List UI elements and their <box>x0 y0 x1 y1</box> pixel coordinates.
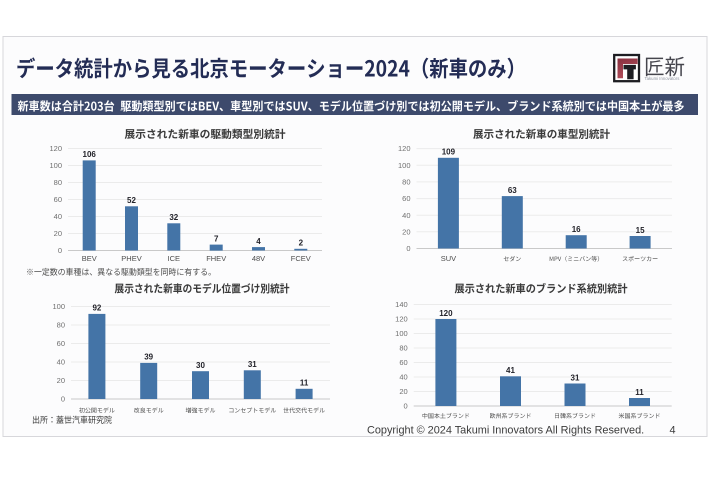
svg-text:SUV: SUV <box>441 254 456 263</box>
svg-text:20: 20 <box>57 376 65 385</box>
svg-text:109: 109 <box>442 148 456 157</box>
svg-text:120: 120 <box>398 144 411 153</box>
svg-text:FHEV: FHEV <box>206 254 226 263</box>
svg-text:100: 100 <box>395 329 408 338</box>
svg-text:Takumi Innovators: Takumi Innovators <box>645 76 680 81</box>
svg-text:31: 31 <box>248 360 257 369</box>
svg-text:4: 4 <box>670 425 676 437</box>
svg-text:40: 40 <box>399 373 407 382</box>
svg-text:60: 60 <box>402 194 410 203</box>
svg-text:40: 40 <box>402 211 410 220</box>
svg-text:31: 31 <box>571 373 580 382</box>
svg-text:Copyright © 2024 Takumi Innova: Copyright © 2024 Takumi Innovators All R… <box>367 425 644 437</box>
svg-text:BEV: BEV <box>82 254 97 263</box>
svg-text:16: 16 <box>572 225 581 234</box>
svg-text:FCEV: FCEV <box>291 254 311 263</box>
svg-text:40: 40 <box>54 212 62 221</box>
svg-text:20: 20 <box>402 227 410 236</box>
svg-text:106: 106 <box>83 150 97 159</box>
svg-text:20: 20 <box>54 229 62 238</box>
svg-text:92: 92 <box>92 304 101 313</box>
svg-text:41: 41 <box>506 366 515 375</box>
svg-text:7: 7 <box>214 234 219 243</box>
svg-text:30: 30 <box>196 361 205 370</box>
svg-text:11: 11 <box>635 388 644 397</box>
svg-text:100: 100 <box>49 161 62 170</box>
svg-text:39: 39 <box>144 353 153 362</box>
svg-text:0: 0 <box>58 246 62 255</box>
svg-text:60: 60 <box>54 195 62 204</box>
svg-text:80: 80 <box>57 321 65 330</box>
svg-text:11: 11 <box>300 379 309 388</box>
svg-text:52: 52 <box>127 196 136 205</box>
svg-text:48V: 48V <box>252 254 265 263</box>
svg-text:40: 40 <box>57 358 65 367</box>
svg-text:0: 0 <box>61 395 65 404</box>
svg-text:80: 80 <box>399 344 407 353</box>
svg-text:120: 120 <box>439 309 453 318</box>
svg-text:120: 120 <box>395 315 408 324</box>
svg-text:100: 100 <box>398 161 411 170</box>
svg-text:63: 63 <box>508 186 517 195</box>
svg-text:32: 32 <box>169 213 178 222</box>
svg-text:20: 20 <box>399 387 407 396</box>
svg-text:80: 80 <box>402 178 410 187</box>
svg-text:2: 2 <box>299 239 304 248</box>
svg-text:140: 140 <box>395 300 408 309</box>
svg-text:60: 60 <box>57 339 65 348</box>
svg-text:120: 120 <box>49 144 62 153</box>
svg-text:100: 100 <box>52 302 65 311</box>
svg-text:4: 4 <box>256 237 261 246</box>
svg-text:60: 60 <box>399 358 407 367</box>
svg-text:ICE: ICE <box>168 254 181 263</box>
svg-text:0: 0 <box>406 244 410 253</box>
svg-text:15: 15 <box>636 226 645 235</box>
svg-text:PHEV: PHEV <box>121 254 141 263</box>
svg-text:0: 0 <box>404 402 408 411</box>
svg-text:80: 80 <box>54 178 62 187</box>
